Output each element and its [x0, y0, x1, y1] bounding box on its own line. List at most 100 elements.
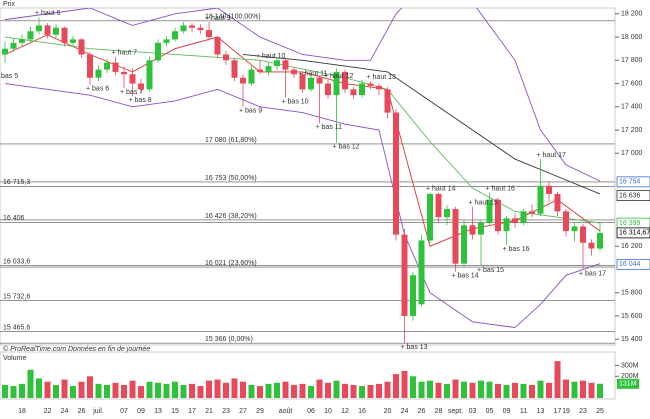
volume-bar [248, 384, 255, 398]
x-tick-label: 05 [486, 408, 494, 415]
x-tick-label: août [279, 408, 293, 415]
volume-bar [520, 383, 527, 398]
candle-body [512, 218, 518, 223]
indicator-line [4, 83, 601, 329]
candle-body [138, 83, 144, 90]
candle-body [155, 42, 161, 61]
y-tick-label: 17 800 [621, 57, 643, 64]
volume-bar [10, 386, 17, 398]
candle-body [469, 225, 476, 235]
candle-body [393, 112, 399, 235]
candle-body [44, 25, 51, 35]
candle-body [240, 77, 246, 84]
candle-body [427, 193, 433, 241]
fib-label: 18 140 (100,00%) [205, 14, 261, 21]
candle-body [121, 71, 127, 75]
volume-tick-label: 200M [621, 373, 639, 380]
annotation: + haut 6 [35, 10, 61, 17]
candle-body [452, 209, 459, 264]
candle-body [53, 27, 59, 35]
volume-bar [282, 381, 289, 398]
volume-tag-label: 131M [619, 381, 637, 388]
volume-bar [571, 381, 578, 398]
x-tick-label: 07 [120, 408, 128, 415]
volume-bar [121, 384, 127, 398]
indicator-line [242, 54, 601, 195]
candle-body [146, 60, 153, 90]
level-label: 16 033,6 [3, 258, 30, 265]
candle-body [563, 211, 569, 232]
annotation: + bas 9 [239, 108, 262, 115]
candle-body [486, 199, 493, 223]
candle-body [367, 83, 374, 86]
price-tag [616, 258, 650, 270]
volume-bar [206, 380, 212, 398]
x-tick-label: 11 [520, 408, 527, 415]
y-tick-label: 16 200 [621, 243, 643, 250]
x-tick-label: 26 [78, 408, 86, 415]
candle-body [274, 60, 280, 67]
volume-bar [61, 379, 68, 398]
candle-body [129, 74, 136, 84]
fib-label: 15 366 (0,00%) [205, 336, 253, 343]
candle-body [95, 69, 102, 78]
volume-bar [163, 383, 170, 398]
x-tick-label: juil. [92, 408, 104, 415]
x-tick-label: 10 [324, 408, 332, 415]
x-tick-label: 20 [384, 408, 392, 415]
annotation: + haut 12 [324, 73, 353, 80]
x-tick-label: 26 [418, 408, 426, 415]
candle-body [231, 60, 238, 78]
annotation: + bas 8 [129, 97, 152, 104]
price-tag-label: 16 314,67 [619, 230, 650, 237]
volume-bar [155, 382, 161, 398]
price-tag-label: 16 044 [619, 261, 641, 268]
candle-body [104, 62, 110, 70]
annotation: + bas 14 [452, 273, 479, 280]
volume-bar [367, 384, 374, 398]
candle-body [248, 69, 255, 84]
y-tick-label: 15 800 [621, 290, 643, 297]
volume-bar [299, 383, 306, 398]
annotation: + haut 13 [367, 74, 396, 81]
volume-bar [172, 381, 178, 398]
volume-bar [537, 380, 544, 398]
volume-bar [53, 384, 59, 398]
x-tick-label: 23 [222, 408, 230, 415]
price-tag-label: 16 399 [619, 220, 641, 227]
price-tag [616, 227, 650, 239]
x-tick-label: 23 [579, 408, 587, 415]
annotation: + bas 16 [503, 246, 530, 253]
x-tick-label: 21 [205, 408, 213, 415]
candle-body [546, 185, 552, 194]
volume-bar [146, 381, 153, 398]
x-tick-label: 24 [61, 408, 69, 415]
annotation: + bas 6 [86, 86, 109, 93]
candle-body [529, 211, 535, 214]
candle-body [19, 39, 25, 43]
volume-bar [274, 382, 280, 398]
volume-bar [384, 381, 391, 398]
volume-bar [495, 383, 501, 398]
volume-bar [376, 383, 382, 398]
candle-body [291, 69, 297, 75]
candle-body [172, 31, 178, 40]
volume-bar [180, 384, 187, 398]
y-tick-label: 18 200 [621, 11, 643, 18]
x-tick-label: 13 [537, 408, 545, 415]
candle-body [27, 31, 34, 40]
candle-body [87, 54, 93, 78]
price-tag [616, 176, 650, 188]
candle-body [325, 83, 331, 96]
volume-bar [342, 383, 348, 398]
volume-bar [333, 380, 340, 398]
volume-bar [214, 379, 221, 398]
candle-body [223, 54, 229, 61]
candle-body [418, 240, 425, 305]
volume-bar [138, 386, 144, 398]
candle-body [206, 30, 212, 38]
x-tick-label: 24 [401, 408, 409, 415]
candle-body [359, 83, 365, 96]
x-tick-label: 13 [154, 408, 162, 415]
y-tick-label: 15 400 [621, 336, 643, 343]
